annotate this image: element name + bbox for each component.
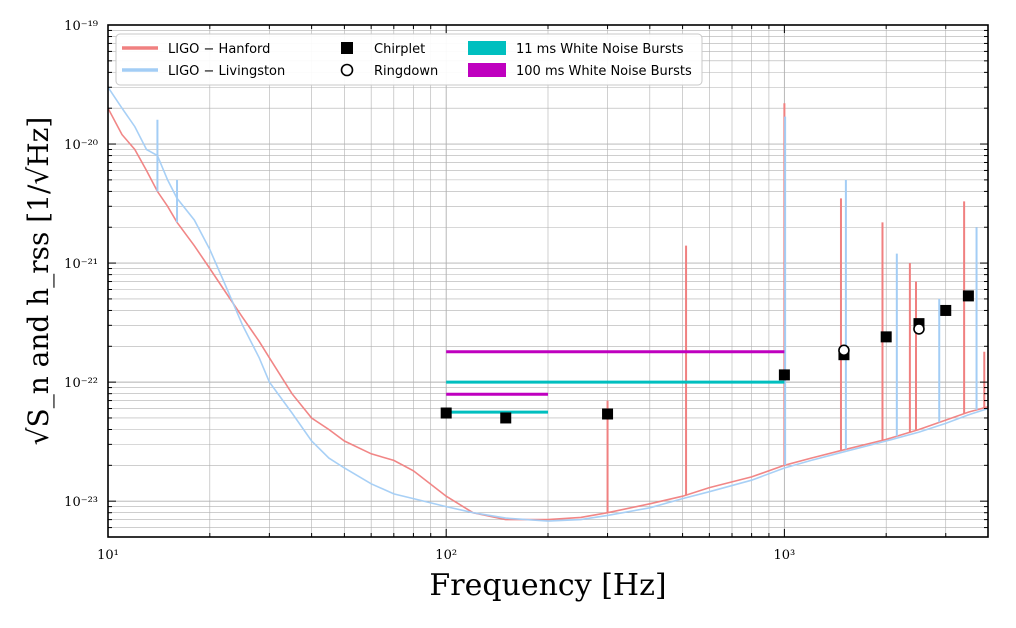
y-tick-label: 10⁻²² bbox=[64, 376, 98, 391]
x-tick-label: 10² bbox=[435, 548, 457, 563]
chirplet-marker bbox=[778, 369, 790, 381]
y-tick-label: 10⁻²³ bbox=[64, 495, 98, 510]
y-tick-label: 10⁻¹⁹ bbox=[64, 19, 98, 34]
chirplet-marker bbox=[962, 290, 974, 302]
chirplet-marker bbox=[880, 331, 892, 343]
legend-swatch-circle bbox=[340, 63, 354, 77]
chirplet-marker bbox=[940, 304, 952, 316]
legend-label: Chirplet bbox=[374, 42, 425, 57]
legend-swatch-square bbox=[341, 42, 353, 54]
y-axis-title: √S_n and h_rss [1/√Hz] bbox=[22, 117, 55, 446]
ticks bbox=[107, 25, 989, 538]
ringdown-marker bbox=[913, 323, 925, 335]
legend-label: 100 ms White Noise Bursts bbox=[516, 64, 692, 79]
chirplet-marker bbox=[440, 407, 452, 419]
noise-curve-livingston bbox=[108, 86, 988, 522]
x-tick-label: 10³ bbox=[774, 548, 796, 563]
y-tick-label: 10⁻²¹ bbox=[64, 257, 98, 272]
legend-swatch-patch bbox=[468, 41, 506, 55]
legend-label: Ringdown bbox=[374, 64, 438, 79]
legend-label: LIGO − Livingston bbox=[168, 64, 285, 79]
legend-box bbox=[115, 33, 703, 86]
chirplet-marker bbox=[500, 412, 512, 424]
legend-label: 11 ms White Noise Bursts bbox=[516, 42, 684, 57]
grid bbox=[107, 25, 989, 538]
plot-area bbox=[108, 86, 988, 522]
legend-swatch-patch bbox=[468, 63, 506, 77]
noise-curve-hanford bbox=[108, 107, 988, 521]
x-tick-label: 10¹ bbox=[97, 548, 119, 563]
legend-label: LIGO − Hanford bbox=[168, 42, 270, 57]
ringdown-marker bbox=[838, 344, 850, 357]
x-axis-title: Frequency [Hz] bbox=[429, 568, 666, 603]
y-tick-label: 10⁻²⁰ bbox=[64, 138, 98, 153]
legend: LIGO − Hanford LIGO − Livingston Chirplet R… bbox=[115, 33, 703, 86]
chirplet-marker bbox=[602, 408, 614, 420]
